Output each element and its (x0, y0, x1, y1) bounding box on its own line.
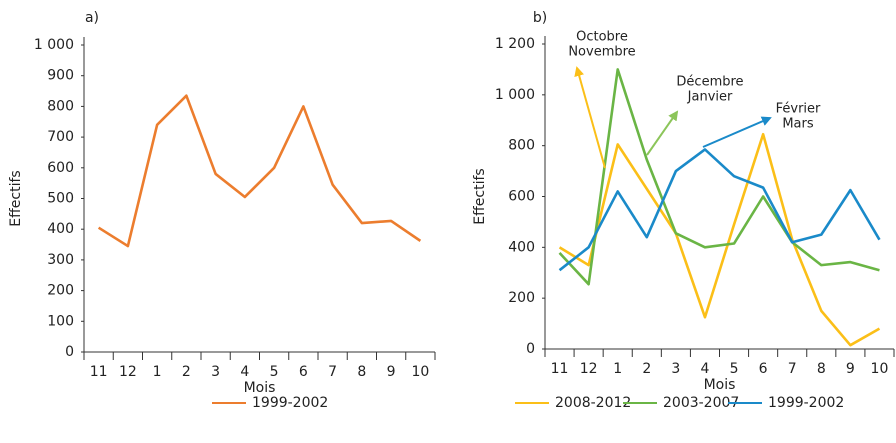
annotation-arrow (574, 66, 606, 169)
x-tick-label: 4 (700, 361, 709, 377)
panel-label: b) (533, 10, 547, 26)
x-tick-label: 10 (871, 361, 889, 377)
x-axis-title: Mois (704, 377, 736, 393)
y-tick-label: 0 (526, 341, 535, 357)
x-tick-label: 11 (90, 364, 108, 380)
y-tick-label: 400 (508, 239, 535, 255)
x-tick-label: 7 (328, 364, 337, 380)
x-tick-label: 3 (671, 361, 680, 377)
x-tick-label: 3 (211, 364, 220, 380)
annotation: Février (776, 102, 821, 117)
series-line (558, 148, 881, 272)
legend-label: 1999-2002 (768, 395, 844, 411)
x-tick-label: 4 (240, 364, 249, 380)
y-tick-label: 300 (47, 252, 74, 268)
y-tick-label: 100 (47, 313, 74, 329)
legend-label: 2008-2012 (555, 395, 631, 411)
x-axis-title: Mois (244, 380, 276, 396)
x-tick-label: 7 (788, 361, 797, 377)
annotation: Mars (782, 117, 814, 132)
x-tick-label: 12 (119, 364, 137, 380)
y-tick-label: 200 (508, 290, 535, 306)
annotation: Novembre (568, 45, 635, 60)
x-tick-label: 10 (411, 364, 429, 380)
annotation: Octobre (576, 30, 628, 45)
y-tick-label: 1 000 (34, 37, 74, 53)
y-tick-label: 800 (47, 98, 74, 114)
y-tick-label: 200 (47, 283, 74, 299)
y-tick-label: 800 (508, 138, 535, 154)
y-axis-title: Effectifs (472, 168, 488, 224)
x-tick-label: 1 (613, 361, 622, 377)
y-tick-label: 700 (47, 129, 74, 145)
y-axis-title: Effectifs (8, 170, 24, 226)
x-tick-label: 1 (153, 364, 162, 380)
x-tick-label: 5 (730, 361, 739, 377)
series-line (558, 68, 880, 286)
y-tick-label: 1 000 (495, 87, 535, 103)
x-tick-label: 2 (642, 361, 651, 377)
annotation-arrow (646, 110, 679, 156)
x-tick-label: 9 (387, 364, 396, 380)
x-tick-label: 8 (357, 364, 366, 380)
series-line (97, 94, 422, 248)
x-tick-label: 6 (299, 364, 308, 380)
x-tick-label: 9 (846, 361, 855, 377)
series-line (558, 132, 881, 347)
y-tick-label: 0 (65, 344, 74, 360)
x-tick-label: 6 (759, 361, 768, 377)
annotation: Janvier (687, 90, 733, 105)
x-tick-label: 5 (270, 364, 279, 380)
x-tick-label: 11 (551, 361, 569, 377)
panel-label: a) (85, 10, 99, 26)
x-tick-label: 2 (182, 364, 191, 380)
y-tick-label: 600 (508, 189, 535, 205)
y-tick-label: 500 (47, 191, 74, 207)
y-tick-label: 1 200 (495, 36, 535, 52)
annotation-arrow (702, 116, 772, 148)
legend-label: 1999-2002 (252, 395, 328, 411)
x-tick-label: 8 (817, 361, 826, 377)
x-tick-label: 12 (580, 361, 598, 377)
legend-label: 2003-2007 (663, 395, 739, 411)
y-tick-label: 900 (47, 68, 74, 84)
y-tick-label: 600 (47, 160, 74, 176)
y-tick-label: 400 (47, 221, 74, 237)
annotation: Décembre (676, 75, 743, 90)
